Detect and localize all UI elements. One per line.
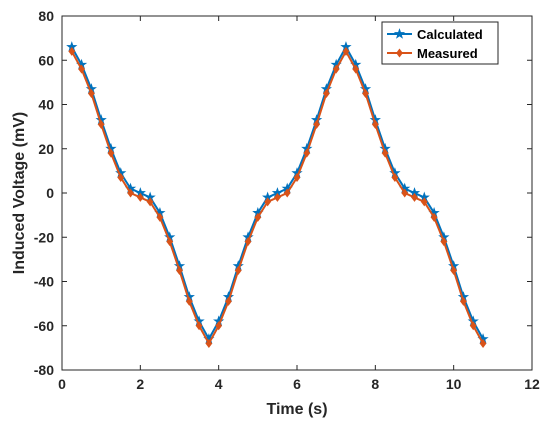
data-point-measured <box>352 64 360 74</box>
x-tick-label: 2 <box>136 376 144 392</box>
data-point-measured <box>440 237 448 247</box>
y-tick-label: -40 <box>34 274 54 290</box>
data-point-measured <box>107 148 115 158</box>
legend-entry-calculated: Calculated <box>387 27 483 42</box>
series-layer <box>66 41 489 348</box>
legend-label-calculated: Calculated <box>417 27 483 42</box>
legend-marker-star-icon <box>393 28 406 39</box>
x-tick-label: 8 <box>371 376 379 392</box>
data-point-measured <box>195 321 203 331</box>
data-point-measured <box>254 212 262 222</box>
data-point-measured <box>411 192 418 202</box>
y-axis-title: Induced Voltage (mV) <box>11 112 28 274</box>
legend-label-measured: Measured <box>417 46 478 61</box>
data-point-measured <box>313 119 320 129</box>
legend-entry-measured: Measured <box>387 46 478 61</box>
data-point-measured <box>117 173 125 183</box>
data-point-measured <box>264 197 271 207</box>
x-tick-label: 6 <box>293 376 301 392</box>
data-point-measured <box>156 212 164 222</box>
data-point-measured <box>362 88 369 98</box>
data-point-measured <box>225 296 232 306</box>
y-tick-label: 80 <box>38 8 54 24</box>
x-tick-label: 12 <box>524 376 540 392</box>
y-tick-label: -80 <box>34 362 54 378</box>
data-point-measured <box>283 188 291 198</box>
data-point-measured <box>381 148 389 158</box>
data-point-measured <box>136 192 144 202</box>
data-point-measured <box>176 265 183 275</box>
data-point-measured <box>166 237 174 247</box>
data-point-measured <box>78 64 85 74</box>
y-tick-label: 20 <box>38 141 54 157</box>
x-tick-label: 10 <box>446 376 462 392</box>
x-tick-label: 0 <box>58 376 66 392</box>
data-point-measured <box>342 46 350 56</box>
series-measured <box>68 46 487 348</box>
data-point-measured <box>293 173 301 183</box>
data-point-measured <box>420 197 428 207</box>
data-point-measured <box>303 148 311 158</box>
x-tick-label: 4 <box>215 376 223 392</box>
data-point-measured <box>460 296 467 306</box>
data-point-measured <box>274 192 281 202</box>
data-point-measured <box>469 321 477 331</box>
y-tick-label: 60 <box>38 52 54 68</box>
data-point-measured <box>127 188 134 198</box>
y-tick-label: -60 <box>34 318 54 334</box>
legend-box <box>381 21 499 65</box>
data-point-measured <box>205 338 213 348</box>
legend: Calculated Measured <box>381 21 499 65</box>
data-point-measured <box>88 88 95 98</box>
ticks-layer: 0 2 4 6 8 10 12 -80 -60 -40 -20 0 20 40 60 80 <box>34 8 540 392</box>
data-point-measured <box>215 321 223 331</box>
data-point-measured <box>185 296 193 306</box>
data-point-measured <box>479 338 487 348</box>
y-tick-label: -20 <box>34 229 54 245</box>
x-axis-title: Time (s) <box>266 401 327 418</box>
data-point-measured <box>244 237 252 247</box>
data-point-measured <box>450 265 458 275</box>
data-point-measured <box>430 212 438 222</box>
y-tick-label: 40 <box>38 97 54 113</box>
data-point-measured <box>68 46 76 56</box>
data-point-measured <box>332 64 340 74</box>
data-point-measured <box>97 119 105 129</box>
data-point-measured <box>146 197 154 207</box>
data-point-measured <box>371 119 379 129</box>
data-point-measured <box>391 173 399 183</box>
data-point-measured <box>401 188 409 198</box>
legend-marker-diamond-icon <box>396 48 403 58</box>
data-point-measured <box>234 265 242 275</box>
data-point-measured <box>323 88 330 98</box>
y-tick-label: 0 <box>46 185 54 201</box>
